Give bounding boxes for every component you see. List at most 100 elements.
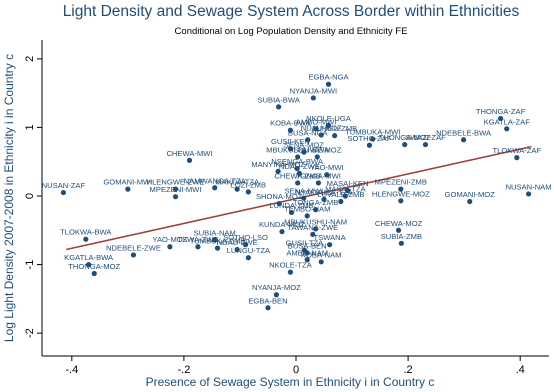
data-point-label: NSENGA-BWA [271,157,324,166]
chart-subtitle: Conditional on Log Population Density an… [175,26,408,37]
data-point [245,255,251,261]
data-point [212,185,218,191]
data-point [172,186,179,192]
data-point-label: SUBIA-ZMB [381,232,422,241]
data-point-label: TUMBUKA-ZMB [190,237,246,246]
data-point-label: NDEBELE-BWA [436,128,492,137]
data-point-label: SWAZI-ZAF [405,133,446,142]
data-point-label: SOTHO-ZAF [347,134,391,143]
data-point [234,246,240,253]
data-point-label: CHEWA-MWI [166,149,212,158]
data-point-label: KOBA-NAM [301,250,342,259]
data-point-label: MANYIKA-MOZ [251,160,305,169]
data-point-label: KGATLA-BWA [64,253,114,262]
data-point-label: LUNDA-ZMB [269,201,313,210]
data-point-label: SHONA-MOZ [256,192,303,201]
data-point [276,200,282,207]
fit-line [66,145,532,251]
data-point [273,292,279,298]
data-point [195,244,201,250]
data-point-label: LOMWE-MOZ [293,145,341,154]
y-axis-title: Log Light Density 2007-2008 in Ethnicity… [2,54,16,342]
data-point-label: TSWA-ZWE [177,235,218,244]
y-tick-label: 0 [24,193,36,199]
data-point [325,122,332,128]
data-point [338,198,344,205]
data-point [287,269,293,275]
data-point [315,180,322,186]
data-point [344,187,351,194]
data-point-label: NDAU-ZWE [217,238,258,247]
data-point-label: TSWANA [314,233,347,242]
data-point-label: MBUKUSHU-BWA [266,145,330,154]
data-point-label: MASAI-KEN [327,179,369,188]
data-point-label: TLOKWA-BWA [60,228,112,237]
data-point-label: NKOLE-UGA [306,114,352,123]
data-point [287,127,293,133]
x-tick-label: -.2 [177,364,190,376]
data-point-label: TAWANA-ZWE [287,223,338,232]
data-point [332,133,338,139]
data-point [497,115,504,122]
data-point [276,104,282,110]
data-point-label: YAO-MOZ [152,235,187,244]
data-point [167,244,173,250]
data-point [91,270,97,277]
data-point [275,168,281,174]
data-point-label: TONGA-ZMB [293,198,338,207]
data-point [86,261,92,268]
data-point [265,305,271,311]
x-axis-ticks: -.4 -.2 0 .2 .4 [65,356,525,376]
data-point-label: NUSAN-NAM [506,182,552,191]
data-point [242,242,249,248]
data-point [301,149,307,155]
data-point-label: NYAKYUSA-TZA [295,188,354,197]
x-tick-label: .4 [516,364,525,376]
data-point-label: HLENGWE-MOZ [372,189,430,198]
data-point-label: CHEWA-ZMB [274,171,321,180]
data-point [395,227,402,233]
data-point-label: LOZI-ZMB [231,180,266,189]
data-point-label: SUBIA-BWA [257,95,300,104]
data-points [60,81,532,311]
data-point [60,189,67,196]
data-point [324,172,330,178]
data-point-label: NYANJA-MOZ [252,283,301,292]
data-point-label: CHEWA-MOZ [375,219,423,228]
data-point-label: THONGA-MOZ [68,262,120,271]
data-point-label: TUMBUKA-MWI [345,128,400,137]
data-point [514,155,520,161]
x-axis-title: Presence of Sewage System in Ethnicity i… [146,375,435,389]
data-point-label: MPEZENI-MWI [150,185,202,194]
data-point-label: KOBA-BWA [270,119,312,128]
data-point-label: KGATLA-ZAF [484,117,531,126]
data-point-label: EGBA-BEN [248,296,287,305]
data-point [130,252,137,258]
data-point [294,165,300,172]
data-point-label: NDAU-ZWE [279,162,320,171]
data-point [318,132,324,138]
data-point-label: THONGA-ZAF [476,107,526,116]
data-point-label: LUNGU-TZA [227,246,271,255]
x-tick-label: .2 [403,364,412,376]
data-point-label: GUSII-TZA [286,239,324,248]
data-point-label: YAO-MWI [310,163,344,172]
data-point-label: NAMWANGA-TZA [184,176,247,185]
data-point [342,193,348,199]
data-point-label: TONGA-MWI [296,171,341,180]
data-point [318,259,324,265]
data-point [313,226,319,232]
data-point [83,236,89,242]
data-point-label: NKOLE-TZA [269,261,313,270]
data-point-label: MAKUA-TZA [215,178,260,187]
data-point [327,242,333,248]
data-point-label: MPEZENI-ZMB [375,178,427,187]
data-point-label: LUVALE-ZMB [317,190,364,199]
data-point [314,154,320,160]
data-point [370,136,376,142]
data-point [310,231,316,237]
data-point [172,194,179,200]
data-point-label: EGBA-NGA [308,73,349,82]
y-tick-label: 1 [24,124,36,130]
data-point-label: NDEBELE-ZWE [106,243,161,252]
